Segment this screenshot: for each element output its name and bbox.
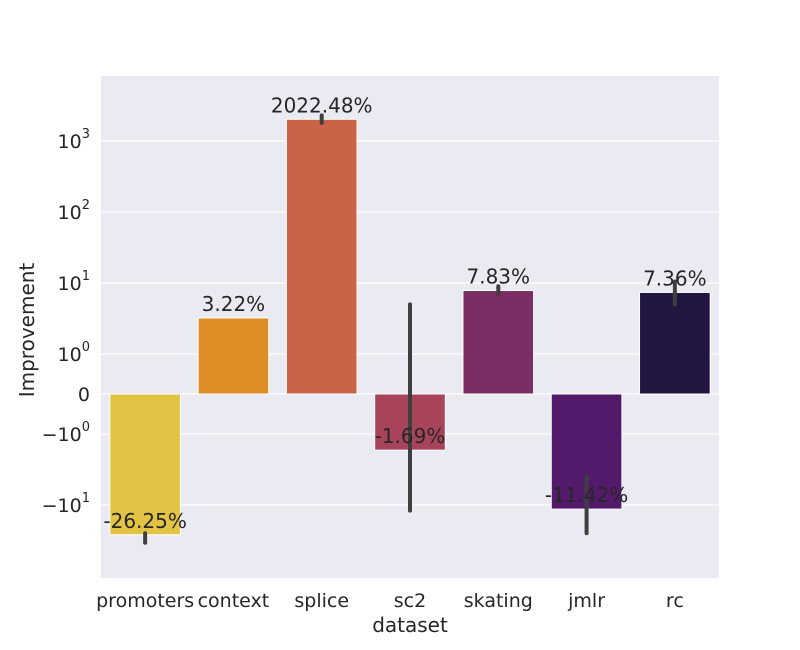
x-tick-label-promoters: promoters xyxy=(96,590,194,612)
y-tick-label: 101 xyxy=(58,269,90,295)
y-tick-label: 103 xyxy=(58,127,90,153)
bar-label-skating: 7.83% xyxy=(467,265,531,289)
y-tick-label: −101 xyxy=(42,491,90,517)
y-axis-title: Improvement xyxy=(15,263,39,398)
x-tick-labels: promoters context splice sc2 skating jmlr rc xyxy=(96,590,684,612)
bar-skating xyxy=(462,290,535,395)
bar-promoters xyxy=(109,393,181,536)
y-tick-label: −100 xyxy=(42,420,90,446)
x-tick-label-jmlr: jmlr xyxy=(567,590,605,612)
x-axis-title: dataset xyxy=(372,613,448,637)
y-tick-label: 0 xyxy=(78,384,90,406)
bar-label-rc: 7.36% xyxy=(643,266,707,290)
x-tick-label-skating: skating xyxy=(464,590,533,612)
bar-label-splice: 2022.48% xyxy=(271,93,373,117)
x-tick-label-context: context xyxy=(198,590,270,612)
bar-labels: -26.25% 3.22% 2022.48% -1.69% 7.83% -11.42% 7.… xyxy=(103,93,706,532)
bar-context xyxy=(197,317,270,395)
bar-label-sc2: -1.69% xyxy=(375,424,446,448)
bar-label-promoters: -26.25% xyxy=(103,509,186,533)
bar-label-jmlr: -11.42% xyxy=(545,483,628,507)
x-tick-label-rc: rc xyxy=(666,590,684,612)
y-tick-label: 102 xyxy=(58,198,90,224)
bar-label-context: 3.22% xyxy=(202,292,266,316)
bar-rc xyxy=(639,291,711,395)
y-tick-labels: 103 102 101 100 0 −100 −101 xyxy=(42,127,90,517)
x-tick-label-splice: splice xyxy=(294,590,349,612)
x-tick-label-sc2: sc2 xyxy=(394,590,426,612)
y-tick-label: 100 xyxy=(58,340,90,366)
bar-splice xyxy=(285,118,358,395)
error-bars xyxy=(143,113,677,545)
